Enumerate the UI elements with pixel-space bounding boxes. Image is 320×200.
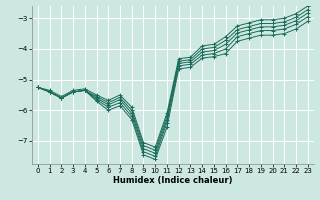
X-axis label: Humidex (Indice chaleur): Humidex (Indice chaleur): [113, 176, 233, 185]
